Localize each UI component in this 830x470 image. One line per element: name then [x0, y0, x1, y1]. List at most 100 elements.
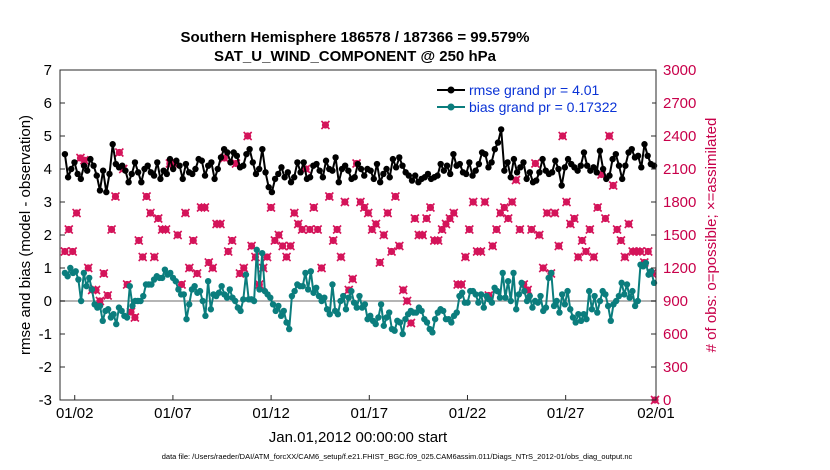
obs-assimilated-marker	[149, 252, 159, 262]
x-tick-label: 01/27	[547, 405, 585, 422]
bias-point	[183, 315, 190, 323]
bias-point	[418, 307, 425, 315]
bias-point	[556, 309, 563, 316]
y2-tick-label: 300	[663, 359, 688, 376]
obs-assimilated-marker	[200, 202, 210, 213]
rmse-point	[561, 164, 569, 171]
bias-point	[518, 279, 525, 287]
bias-point	[334, 311, 342, 318]
bias-point	[148, 281, 155, 288]
obs-assimilated-marker	[433, 235, 443, 246]
obs-assimilated-marker	[60, 246, 70, 257]
bias-point	[383, 314, 390, 321]
rmse-point	[134, 169, 142, 176]
bias-point	[175, 286, 182, 293]
rmse-point	[106, 170, 113, 178]
bias-point	[129, 302, 136, 310]
bias-point	[356, 292, 363, 300]
obs-assimilated-marker	[612, 224, 622, 235]
bias-point	[204, 278, 212, 285]
obs-assimilated-marker	[554, 241, 564, 251]
bias-point	[604, 302, 612, 310]
obs-assimilated-marker	[449, 208, 459, 218]
rmse-point	[526, 169, 534, 176]
rmse-point	[475, 160, 483, 168]
bias-point	[326, 311, 333, 318]
rmse-point	[513, 169, 521, 176]
rmse-point	[99, 167, 107, 174]
obs-assimilated-marker	[274, 230, 284, 240]
rmse-point	[144, 162, 151, 169]
obs-assimilated-marker	[390, 191, 400, 202]
rmse-point	[246, 146, 253, 153]
bias-point	[580, 311, 587, 318]
bias-point	[250, 297, 258, 305]
obs-assimilated-marker	[114, 147, 124, 158]
bias-point	[321, 294, 328, 301]
bias-point	[96, 302, 104, 310]
rmse-point	[472, 167, 479, 174]
rmse-point	[609, 155, 616, 163]
bias-point	[521, 287, 528, 295]
y2-tick-label: 2700	[663, 95, 696, 112]
bias-point	[391, 327, 398, 334]
obs-assimilated-marker	[558, 131, 568, 141]
bias-point	[231, 297, 239, 305]
obs-assimilated-marker	[145, 208, 156, 218]
rmse-point	[469, 172, 476, 179]
footnote-data-file: data file: /Users/raeder/DAI/ATM_forcXX/…	[162, 452, 633, 461]
rmse-point	[192, 165, 199, 173]
bias-point	[588, 306, 596, 313]
rmse-point	[68, 165, 75, 173]
rmse-point	[380, 170, 387, 178]
obs-assimilated-marker	[142, 191, 152, 202]
rmse-point	[163, 170, 171, 178]
obs-assimilated-marker	[289, 208, 299, 218]
bias-point	[553, 297, 560, 305]
rmse-point	[462, 170, 470, 178]
rmse-point	[351, 174, 358, 181]
y-axis-left: -3 -2 -1 0 1 2 3 4 5 6 7	[39, 62, 65, 409]
bias-point	[623, 281, 631, 288]
rmse-point	[615, 162, 623, 169]
obs-assimilated-marker	[503, 213, 513, 224]
rmse-point	[154, 159, 161, 166]
obs-assimilated-marker	[332, 224, 342, 235]
rmse-point	[440, 167, 448, 174]
bias-point	[361, 301, 369, 308]
rmse-point	[329, 167, 336, 174]
obs-assimilated-marker	[371, 219, 381, 229]
obs-assimilated-marker	[173, 230, 183, 240]
rmse-point	[447, 170, 454, 178]
bias-point	[161, 266, 169, 273]
obs-assimilated-marker	[215, 219, 226, 229]
obs-assimilated-marker	[313, 224, 323, 235]
obs-assimilated-marker	[456, 279, 467, 290]
rmse-point	[294, 159, 301, 166]
rmse-point	[548, 169, 556, 176]
bias-point	[191, 282, 198, 290]
obs-assimilated-marker	[402, 296, 412, 306]
bias-point	[626, 294, 633, 301]
obs-assimilated-marker	[515, 224, 525, 235]
rmse-point	[482, 150, 489, 158]
rmse-point	[341, 162, 349, 169]
y2-tick-label: 3000	[663, 62, 696, 79]
y2-axis-label: # of obs: o=possible; ×=assimilated	[703, 118, 720, 353]
rmse-point	[166, 155, 174, 163]
rmse-point	[618, 175, 626, 183]
bias-point	[269, 301, 277, 308]
y-tick-label: 0	[44, 293, 52, 310]
bias-point	[207, 306, 215, 313]
obs-assimilated-marker	[600, 213, 610, 224]
bias-point	[480, 304, 487, 311]
legend-bias-label: bias grand pr = 0.17322	[469, 99, 617, 115]
rmse-point	[249, 159, 256, 166]
rmse-point	[644, 152, 651, 159]
bias-point	[67, 264, 74, 272]
y-tick-label: -2	[39, 359, 52, 376]
bias-point	[542, 304, 550, 311]
bias-point	[283, 319, 290, 326]
obs-assimilated-marker	[394, 241, 404, 251]
